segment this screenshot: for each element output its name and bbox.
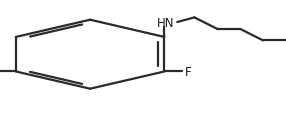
Text: F: F [184,65,191,78]
Text: HN: HN [157,16,174,29]
